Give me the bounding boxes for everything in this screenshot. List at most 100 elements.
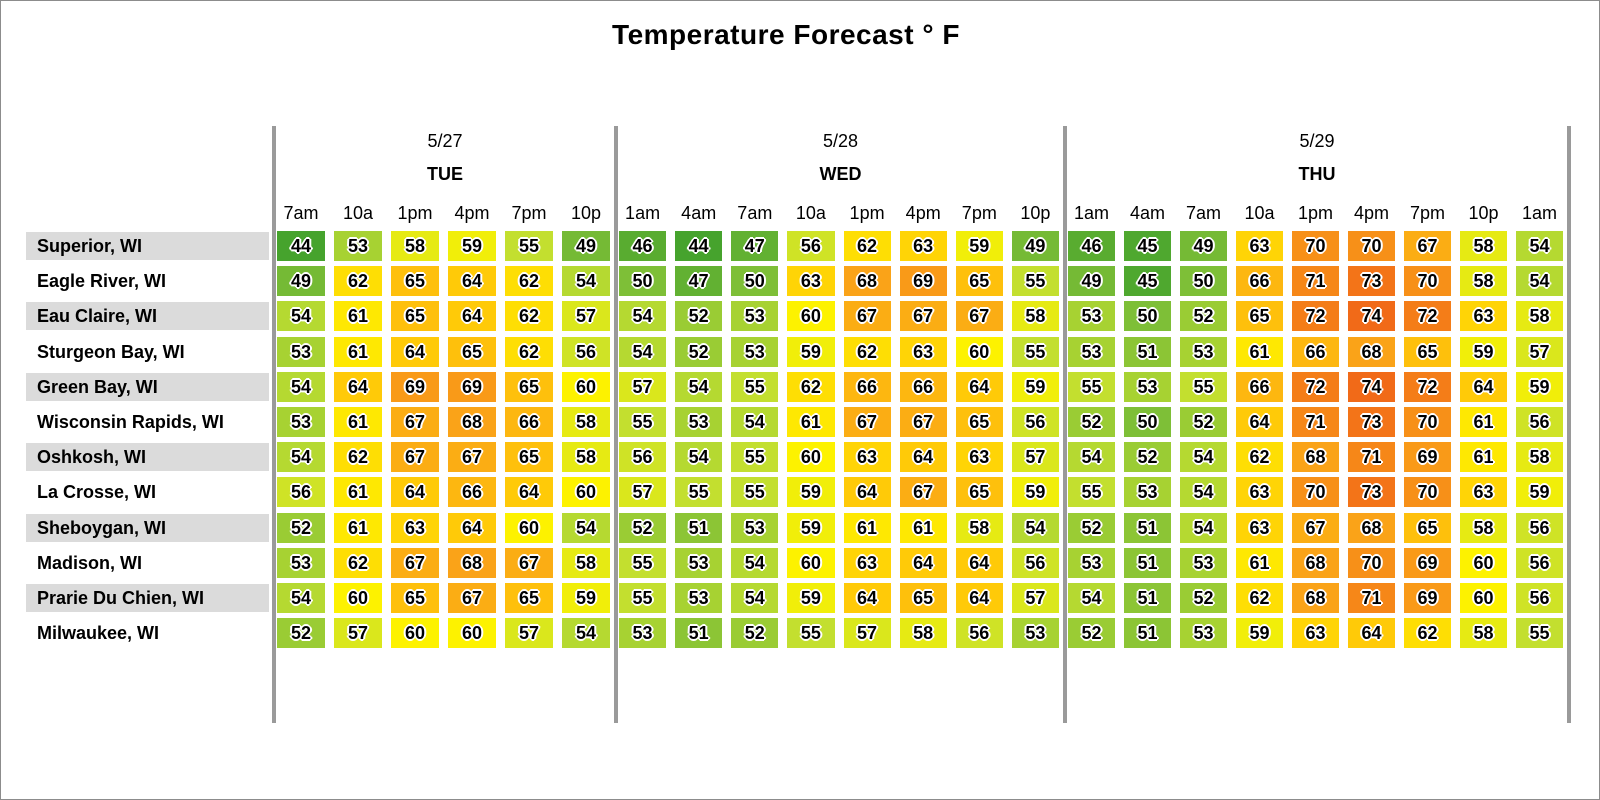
temp-cell: 59 (787, 336, 835, 367)
temp-cell: 64 (955, 547, 1003, 578)
temp-cell: 51 (1124, 618, 1171, 649)
temp-cell: 54 (731, 547, 779, 578)
city-label: Madison, WI (37, 552, 142, 573)
city-label: Wisconsin Rapids, WI (37, 412, 224, 432)
temp-cell: 59 (448, 231, 496, 261)
temp-cell: 49 (1011, 231, 1059, 261)
temp-cell: 64 (391, 477, 439, 508)
temp-cell: 58 (1460, 231, 1507, 261)
city-label: Prarie Du Chien, WI (37, 588, 205, 608)
temp-cell: 52 (1180, 301, 1227, 332)
temp-cell: 71 (1348, 583, 1395, 613)
temp-cell: 65 (1236, 301, 1283, 332)
temp-cell: 61 (1460, 442, 1507, 473)
row-band (26, 443, 269, 472)
temp-cell: 64 (899, 442, 947, 473)
temp-cell: 60 (787, 301, 835, 332)
temp-cell: 65 (505, 442, 553, 473)
temp-cell: 65 (391, 301, 439, 332)
city-label: La Crosse, WI (37, 482, 157, 503)
temp-cell: 53 (1068, 336, 1115, 367)
temp-cell: 45 (1124, 266, 1171, 297)
temp-cell: 64 (899, 547, 947, 578)
temp-cell: 58 (1516, 301, 1563, 332)
temp-cell: 54 (1068, 442, 1115, 473)
temp-cell: 62 (1236, 583, 1283, 613)
temp-cell: 62 (843, 336, 891, 367)
temp-cell: 55 (675, 477, 723, 508)
temp-cell: 60 (1460, 583, 1507, 613)
temp-cell: 51 (1124, 336, 1171, 367)
temp-cell: 57 (505, 618, 553, 649)
temp-cell: 53 (334, 231, 382, 261)
temp-cell: 54 (277, 301, 325, 332)
temp-cell: 71 (1292, 407, 1339, 437)
temp-cell: 73 (1348, 407, 1395, 437)
temp-cell: 54 (675, 442, 723, 473)
temp-cell: 60 (562, 371, 610, 402)
temp-cell: 73 (1348, 266, 1395, 297)
temp-cell: 60 (1460, 547, 1507, 578)
temp-cell: 56 (1516, 407, 1563, 437)
temp-cell: 62 (505, 301, 553, 332)
temp-cell: 63 (1460, 477, 1507, 508)
temp-cell: 68 (1348, 336, 1395, 367)
temp-cell: 56 (1516, 512, 1563, 543)
temp-cell: 55 (1068, 371, 1115, 402)
temp-cell: 65 (1404, 512, 1451, 543)
temp-cell: 74 (1348, 301, 1395, 332)
temp-cell: 61 (334, 407, 382, 437)
temp-cell: 54 (619, 336, 667, 367)
time-label: 1pm (1297, 203, 1334, 223)
temp-cell: 62 (334, 266, 382, 297)
temp-cell: 64 (955, 583, 1003, 613)
temp-cell: 69 (391, 371, 439, 402)
time-label: 7pm (1409, 203, 1446, 223)
temp-cell: 67 (448, 442, 496, 473)
day-separator (1063, 126, 1067, 723)
temp-cell: 46 (619, 231, 667, 261)
chart-title: Temperature Forecast ° F (612, 19, 960, 50)
row-band (26, 302, 269, 331)
temp-cell: 45 (1124, 231, 1171, 261)
temp-cell: 62 (334, 547, 382, 578)
temp-cell: 52 (1068, 407, 1115, 437)
time-label: 4am (681, 203, 717, 223)
time-label: 4am (1129, 203, 1166, 223)
temp-cell: 54 (1180, 442, 1227, 473)
temp-cell: 63 (843, 442, 891, 473)
temp-cell: 54 (1516, 266, 1563, 297)
temp-cell: 59 (787, 477, 835, 508)
temp-cell: 50 (1124, 407, 1171, 437)
temp-cell: 58 (899, 618, 947, 649)
temp-cell: 54 (277, 583, 325, 613)
temp-cell: 70 (1404, 266, 1451, 297)
temp-cell: 73 (1348, 477, 1395, 508)
temp-cell: 59 (1011, 371, 1059, 402)
temp-cell: 56 (1516, 583, 1563, 613)
temp-cell: 55 (1516, 618, 1563, 649)
temp-cell: 67 (843, 301, 891, 332)
temp-cell: 54 (1180, 512, 1227, 543)
temp-cell: 53 (731, 336, 779, 367)
temp-cell: 63 (843, 547, 891, 578)
city-label: Eau Claire, WI (37, 306, 158, 327)
time-label: 1pm (849, 203, 885, 223)
temp-cell: 68 (1292, 583, 1339, 613)
temp-cell: 53 (731, 512, 779, 543)
temp-cell: 55 (1180, 371, 1227, 402)
temp-cell: 56 (1011, 547, 1059, 578)
temp-cell: 63 (899, 336, 947, 367)
day-date-label: 5/29 (1299, 131, 1335, 151)
temp-cell: 58 (391, 231, 439, 261)
temp-cell: 58 (955, 512, 1003, 543)
temp-cell: 55 (1068, 477, 1115, 508)
temp-cell: 66 (843, 371, 891, 402)
temp-cell: 59 (1011, 477, 1059, 508)
temp-cell: 63 (1236, 512, 1283, 543)
temp-cell: 60 (787, 547, 835, 578)
temp-cell: 55 (787, 618, 835, 649)
temp-cell: 67 (505, 547, 553, 578)
temp-cell: 61 (334, 336, 382, 367)
row-band (26, 584, 269, 612)
